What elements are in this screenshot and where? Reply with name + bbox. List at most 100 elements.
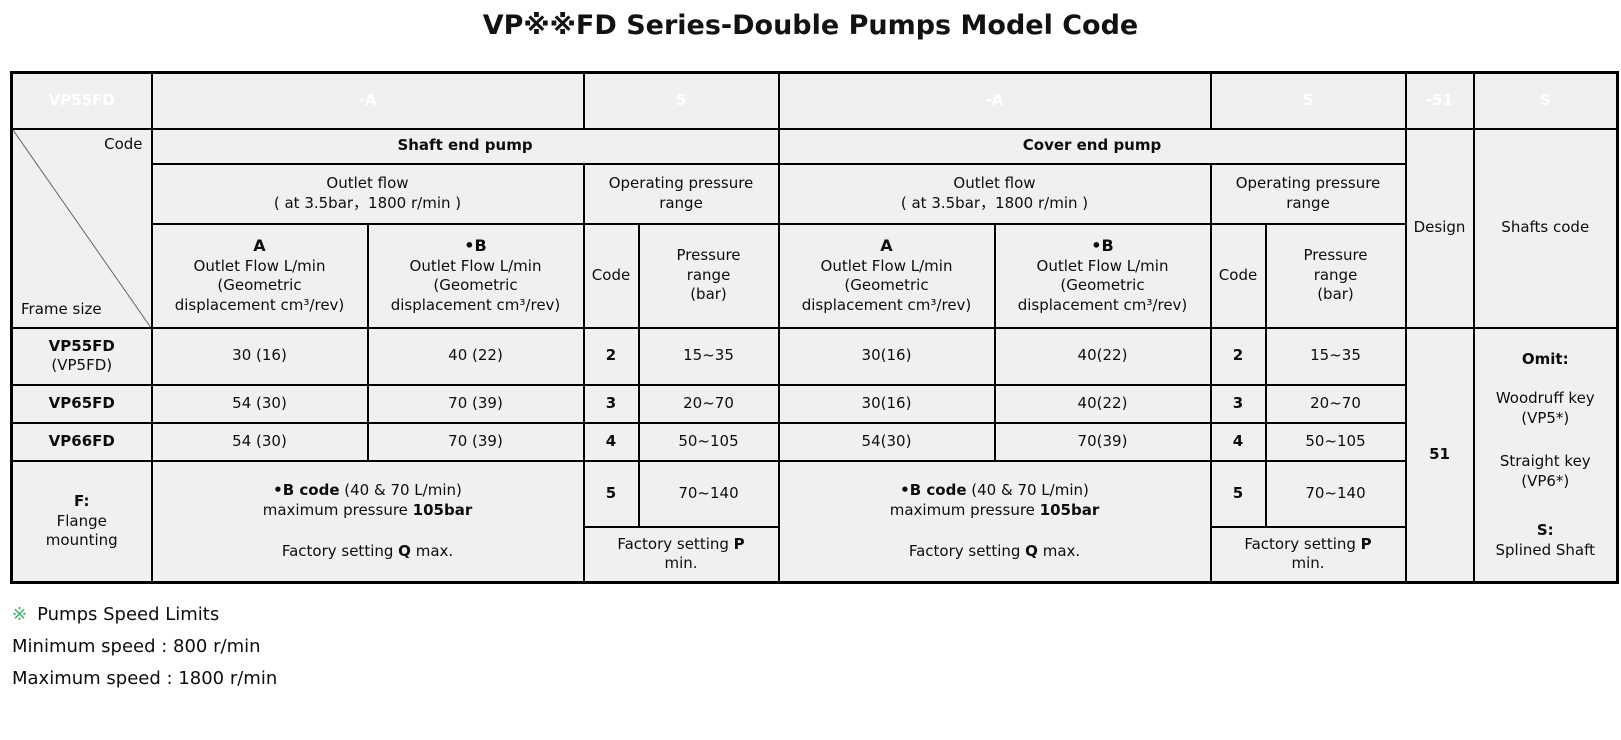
factory-setting-q-line: Factory setting Q max. (159, 542, 577, 562)
shaft-end-pump-header: Shaft end pump (150, 127, 780, 165)
cover-pressure-code: 4 (1209, 421, 1267, 462)
cover-b-flow: 40(22) (993, 326, 1212, 386)
factory-q-bold: Q (398, 542, 411, 560)
shaft-pressure-range-header: Pressure range (bar) (637, 222, 780, 329)
mounting-cell: F: Flange mounting (10, 459, 153, 584)
b-flow-desc: Outlet Flow L/min (Geometric displacemen… (1017, 256, 1188, 314)
shafts-splined-code: S: (1536, 521, 1554, 539)
shafts-omit-label: Omit: (1521, 349, 1569, 368)
cover-b-code-note: •B code (40 & 70 L/min) maximum pressure… (777, 459, 1212, 584)
table-row: F: Flange mounting •B code (40 & 70 L/mi… (10, 459, 1618, 584)
catalog-page: VP※※FD Series-Double Pumps Model Code VP… (10, 10, 1621, 689)
cover-pressure-code: 2 (1209, 326, 1267, 386)
a-flow-desc: Outlet Flow L/min (Geometric displacemen… (174, 256, 345, 314)
speed-limit-notes: ※ Pumps Speed Limits Minimum speed : 800 … (12, 604, 1621, 689)
b-code-note-line: •B code (40 & 70 L/min) (786, 481, 1204, 501)
cover-factory-setting-p: Factory setting P min. (1209, 525, 1407, 584)
shaft-pressure-range: 15~35 (637, 326, 780, 386)
a-code-label: A (253, 235, 266, 255)
table-row: VP55FD (VP5FD) 30 (16) 40 (22) 2 15~35 3… (10, 326, 1619, 584)
frame-vp55fd: VP55FD (VP5FD) (10, 326, 153, 386)
b-code-note-line: •B code (40 & 70 L/min) (159, 481, 577, 501)
cover-pressure-code: 5 (1209, 459, 1267, 528)
b-code-label: •B (464, 235, 487, 255)
model-design-code: -51 (1404, 71, 1475, 130)
shafts-code-header: Shafts code (1472, 127, 1619, 329)
cover-operating-pressure-header: Operating pressure range (1209, 162, 1407, 225)
frame-alias: (VP5FD) (51, 356, 113, 374)
model-shafts-code: S (1472, 71, 1619, 130)
factory-q-prefix: Factory setting (281, 542, 399, 560)
shaft-pressure-code: 2 (582, 326, 640, 386)
table-row: VP65FD 54 (30) 70 (39) 3 20~70 30(16) 40… (10, 383, 1618, 424)
shaft-a-flow: 54 (30) (150, 421, 369, 462)
factory-p-prefix: Factory setting (1244, 534, 1361, 553)
shaft-pressure-range: 50~105 (637, 421, 780, 462)
factory-p-prefix: Factory setting (617, 534, 734, 553)
cover-b-flow: 40(22) (993, 383, 1212, 424)
corner-cell: Code Frame size (10, 127, 153, 329)
b-code-bold: •B code (273, 481, 340, 499)
factory-q-bold: Q (1025, 542, 1038, 560)
page-title: VP※※FD Series-Double Pumps Model Code (482, 10, 1139, 41)
shaft-pressure-range: 20~70 (637, 383, 780, 424)
cover-code-column-header: Code (1209, 222, 1267, 329)
factory-p-bold: P (1360, 534, 1372, 553)
shaft-outlet-flow-header: Outlet flow ( at 3.5bar，1800 r/min ) (150, 162, 585, 225)
factory-q-prefix: Factory setting (908, 542, 1026, 560)
shaft-b-flow: 70 (39) (366, 383, 585, 424)
shaft-b-column-header: •B Outlet Flow L/min (Geometric displace… (366, 222, 585, 329)
model-shaft-pressure-code: 5 (582, 71, 780, 130)
cover-b-column-header: •B Outlet Flow L/min (Geometric displace… (993, 222, 1212, 329)
shaft-code-column-header: Code (582, 222, 640, 329)
cover-a-flow: 54(30) (777, 421, 996, 462)
subsection-header-row: Outlet flow ( at 3.5bar，1800 r/min ) Ope… (12, 162, 1618, 225)
factory-p-line1: Factory setting P (591, 535, 772, 555)
cover-end-pump-header: Cover end pump (777, 127, 1407, 165)
factory-p-line2: min. (1291, 554, 1325, 573)
cover-outlet-flow-header: Outlet flow ( at 3.5bar，1800 r/min ) (777, 162, 1212, 225)
shaft-a-flow: 30 (16) (150, 326, 369, 386)
shafts-code-info: Omit: Woodruff key (VP5*) Straight key (… (1472, 326, 1619, 584)
speed-limits-heading: ※ Pumps Speed Limits (12, 604, 1621, 625)
b-code-label: •B (1091, 235, 1114, 255)
maximum-speed-note: Maximum speed : 1800 r/min (12, 668, 278, 689)
cover-pressure-range: 15~35 (1264, 326, 1407, 386)
factory-q-suffix: max. (410, 542, 454, 560)
max-pressure-value: 105bar (1039, 500, 1100, 519)
frame-vp66fd: VP66FD (10, 421, 153, 462)
shaft-b-flow: 40 (22) (366, 326, 585, 386)
cover-a-flow: 30(16) (777, 326, 996, 386)
cover-a-flow: 30(16) (777, 383, 996, 424)
shafts-splined-label: Splined Shaft (1495, 540, 1596, 559)
shaft-pressure-code: 3 (582, 383, 640, 424)
reference-mark-icon: ※ (12, 604, 28, 625)
factory-q-suffix: max. (1037, 542, 1081, 560)
cover-pressure-range-header: Pressure range (bar) (1264, 222, 1407, 329)
cover-pressure-range: 50~105 (1264, 421, 1407, 462)
design-header: Design (1404, 127, 1475, 329)
corner-code-label: Code (104, 134, 143, 153)
factory-p-bold: P (733, 534, 745, 553)
shaft-factory-setting-p: Factory setting P min. (582, 525, 780, 584)
a-flow-desc: Outlet Flow L/min (Geometric displacemen… (801, 256, 972, 314)
shaft-b-code-note: •B code (40 & 70 L/min) maximum pressure… (150, 459, 585, 584)
section-header-row: Code Frame size Shaft end pump Cover end… (10, 127, 1619, 329)
shaft-pressure-range: 70~140 (637, 459, 780, 528)
max-pressure-line: maximum pressure 105bar (786, 501, 1204, 521)
factory-p-line2: min. (664, 554, 698, 573)
shaft-pressure-code: 5 (582, 459, 640, 528)
mounting-code: F: (74, 492, 90, 510)
factory-p-line1: Factory setting P (1218, 535, 1399, 555)
shafts-woodruff-key: Woodruff key (VP5*) (1495, 389, 1595, 427)
speed-limits-title: Pumps Speed Limits (37, 604, 220, 625)
model-code-table: VP55FD -A 5 -A 5 -51 S Code Frame size S… (10, 71, 1619, 584)
model-code-row: VP55FD -A 5 -A 5 -51 S (10, 71, 1619, 130)
shaft-b-flow: 70 (39) (366, 421, 585, 462)
frame-name: VP55FD (48, 336, 115, 355)
max-pressure-prefix: maximum pressure (889, 500, 1040, 519)
cover-pressure-range: 70~140 (1264, 459, 1407, 528)
cover-b-flow: 70(39) (993, 421, 1212, 462)
max-pressure-line: maximum pressure 105bar (159, 501, 577, 521)
mounting-desc: Flange mounting (45, 511, 118, 550)
